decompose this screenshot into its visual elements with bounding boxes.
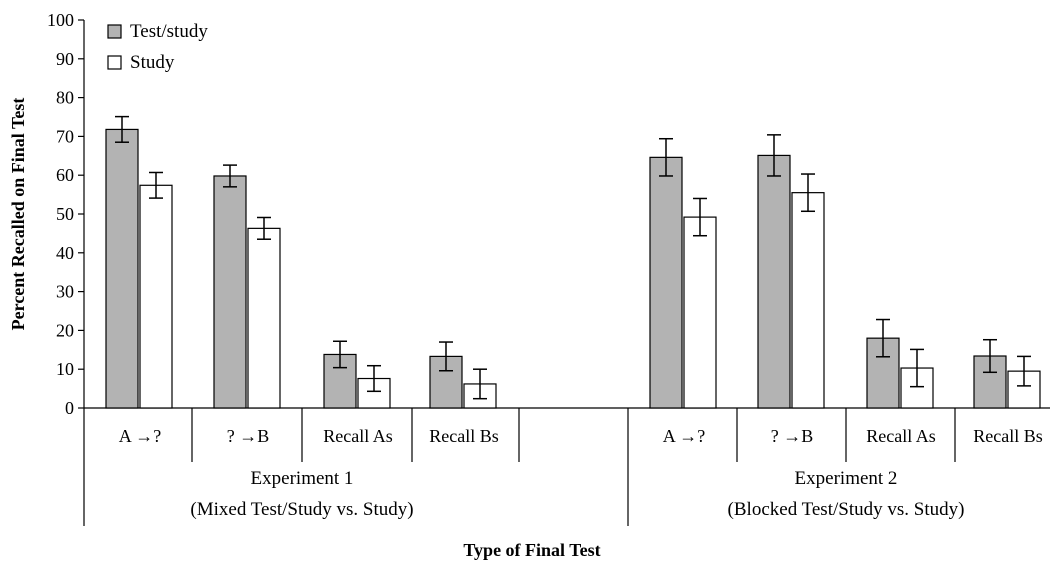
y-tick-label: 70 bbox=[56, 126, 74, 146]
legend-swatch-study bbox=[107, 55, 122, 70]
bar-study bbox=[791, 192, 825, 409]
bar-test-study bbox=[105, 128, 139, 409]
bar-test-study bbox=[213, 175, 247, 409]
y-tick-label: 100 bbox=[47, 10, 74, 30]
legend-swatch-test-study bbox=[107, 24, 122, 39]
category-label: A →? bbox=[663, 426, 706, 446]
y-tick-label: 10 bbox=[56, 359, 74, 379]
group-sublabel: (Mixed Test/Study vs. Study) bbox=[190, 499, 413, 520]
category-label: Recall As bbox=[866, 426, 936, 446]
y-tick-label: 40 bbox=[56, 243, 74, 263]
y-tick-label: 90 bbox=[56, 49, 74, 69]
y-axis-title: Percent Recalled on Final Test bbox=[8, 98, 28, 331]
legend-label: Test/study bbox=[130, 21, 208, 42]
bar-study bbox=[139, 184, 173, 409]
bar-study bbox=[683, 216, 717, 409]
legend-label: Study bbox=[130, 52, 175, 73]
group-label: Experiment 1 bbox=[251, 468, 354, 489]
y-tick-label: 50 bbox=[56, 204, 74, 224]
group-sublabel: (Blocked Test/Study vs. Study) bbox=[728, 499, 965, 520]
y-tick-label: 80 bbox=[56, 88, 74, 108]
bar-test-study bbox=[649, 156, 683, 409]
group-label: Experiment 2 bbox=[795, 468, 898, 489]
category-label: ? →B bbox=[227, 426, 270, 446]
y-tick-label: 0 bbox=[65, 398, 74, 418]
y-tick-label: 60 bbox=[56, 165, 74, 185]
category-label: Recall Bs bbox=[429, 426, 499, 446]
category-label: ? →B bbox=[771, 426, 814, 446]
category-label: Recall Bs bbox=[973, 426, 1043, 446]
category-label: A →? bbox=[119, 426, 162, 446]
y-tick-label: 30 bbox=[56, 282, 74, 302]
x-axis-title: Type of Final Test bbox=[463, 540, 600, 560]
category-label: Recall As bbox=[323, 426, 393, 446]
bar-test-study bbox=[757, 154, 791, 409]
y-tick-label: 20 bbox=[56, 320, 74, 340]
bar-study bbox=[247, 227, 281, 409]
